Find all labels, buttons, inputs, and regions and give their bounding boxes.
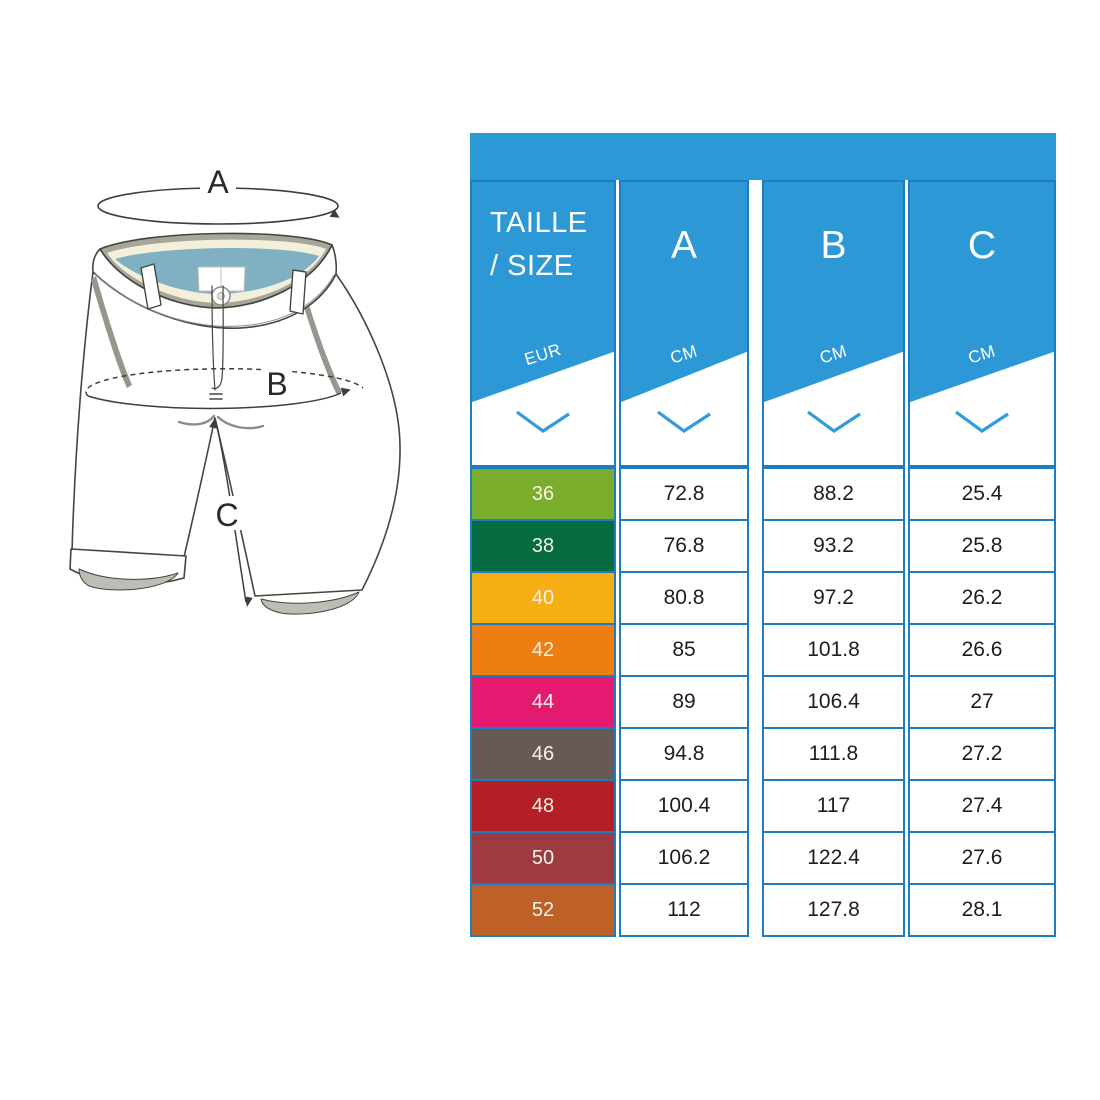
- waist-measure-ellipse: A: [97, 164, 340, 225]
- measure-label-a: A: [207, 164, 229, 200]
- header-col-b: B CM: [762, 180, 905, 467]
- size-cell: 48: [470, 779, 616, 831]
- belt-loop-right: [289, 269, 307, 315]
- waistband-stitch: [94, 273, 335, 327]
- chevron-down-icon: [806, 410, 861, 433]
- fly-stitch: [211, 285, 216, 391]
- value-cell: 112: [619, 883, 749, 937]
- table-top-band: [470, 133, 1056, 180]
- belt-loop-left: [140, 263, 162, 310]
- table-row: 40 80.8 97.2 26.2: [470, 571, 1056, 623]
- table-row: 52 112 127.8 28.1: [470, 883, 1056, 937]
- measure-label-b: B: [266, 366, 287, 402]
- size-cell: 44: [470, 675, 616, 727]
- column-letter-a: A: [670, 224, 697, 267]
- drawstring: [177, 414, 216, 426]
- chevron-down-icon: [657, 410, 711, 433]
- value-cell: 27.6: [908, 831, 1056, 883]
- size-cell: 36: [470, 467, 616, 519]
- table-body: 36 72.8 88.2 25.4 38 76.8 93.2 25.8 40 8…: [470, 467, 1056, 937]
- table-row: 46 94.8 111.8 27.2: [470, 727, 1056, 779]
- table-title-line2: / SIZE: [490, 250, 574, 282]
- table-row: 50 106.2 122.4 27.6: [470, 831, 1056, 883]
- value-cell: 80.8: [619, 571, 749, 623]
- size-cell: 38: [470, 519, 616, 571]
- size-cell: 52: [470, 883, 616, 937]
- size-table: TAILLE / SIZE EUR A CM B CM: [470, 133, 1056, 939]
- value-cell: 106.4: [762, 675, 905, 727]
- value-cell: 122.4: [762, 831, 905, 883]
- value-cell: 26.6: [908, 623, 1056, 675]
- chevron-down-icon: [516, 410, 570, 433]
- length-measure-line: C: [209, 418, 253, 607]
- column-letter-b: B: [820, 224, 847, 267]
- value-cell: 101.8: [762, 623, 905, 675]
- size-cell: 50: [470, 831, 616, 883]
- chevron-down-icon: [955, 410, 1009, 433]
- value-cell: 27: [908, 675, 1056, 727]
- value-cell: 111.8: [762, 727, 905, 779]
- notch-marks: [209, 393, 223, 400]
- header-col-size: TAILLE / SIZE EUR: [470, 180, 616, 467]
- value-cell: 25.4: [908, 467, 1056, 519]
- table-title-line1: TAILLE: [490, 207, 588, 239]
- value-cell: 100.4: [619, 779, 749, 831]
- left-pocket: [91, 276, 132, 388]
- shorts-illustration: A: [69, 164, 401, 615]
- table-row: 36 72.8 88.2 25.4: [470, 467, 1056, 519]
- value-cell: 89: [619, 675, 749, 727]
- size-cell: 42: [470, 623, 616, 675]
- table-row: 38 76.8 93.2 25.8: [470, 519, 1056, 571]
- value-cell: 117: [762, 779, 905, 831]
- right-leg-opening: [260, 591, 360, 615]
- value-cell: 28.1: [908, 883, 1056, 937]
- value-cell: 93.2: [762, 519, 905, 571]
- column-letter-c: C: [967, 224, 997, 267]
- table-row: 42 85 101.8 26.6: [470, 623, 1056, 675]
- value-cell: 94.8: [619, 727, 749, 779]
- measure-label-c: C: [215, 497, 238, 533]
- left-leg-opening: [78, 568, 179, 591]
- hip-measure-ellipse: B: [85, 366, 364, 410]
- header-col-a: A CM: [619, 180, 749, 467]
- value-cell: 26.2: [908, 571, 1056, 623]
- value-cell: 25.8: [908, 519, 1056, 571]
- value-cell: 72.8: [619, 467, 749, 519]
- value-cell: 85: [619, 623, 749, 675]
- size-cell: 40: [470, 571, 616, 623]
- value-cell: 88.2: [762, 467, 905, 519]
- value-cell: 127.8: [762, 883, 905, 937]
- table-row: 44 89 106.4 27: [470, 675, 1056, 727]
- right-pocket: [302, 298, 342, 395]
- size-cell: 46: [470, 727, 616, 779]
- table-title: TAILLE / SIZE: [490, 202, 588, 288]
- value-cell: 97.2: [762, 571, 905, 623]
- shorts-body: [69, 232, 401, 615]
- value-cell: 76.8: [619, 519, 749, 571]
- header-col-c: C CM: [908, 180, 1056, 467]
- value-cell: 106.2: [619, 831, 749, 883]
- value-cell: 27.2: [908, 727, 1056, 779]
- value-cell: 27.4: [908, 779, 1056, 831]
- table-row: 48 100.4 117 27.4: [470, 779, 1056, 831]
